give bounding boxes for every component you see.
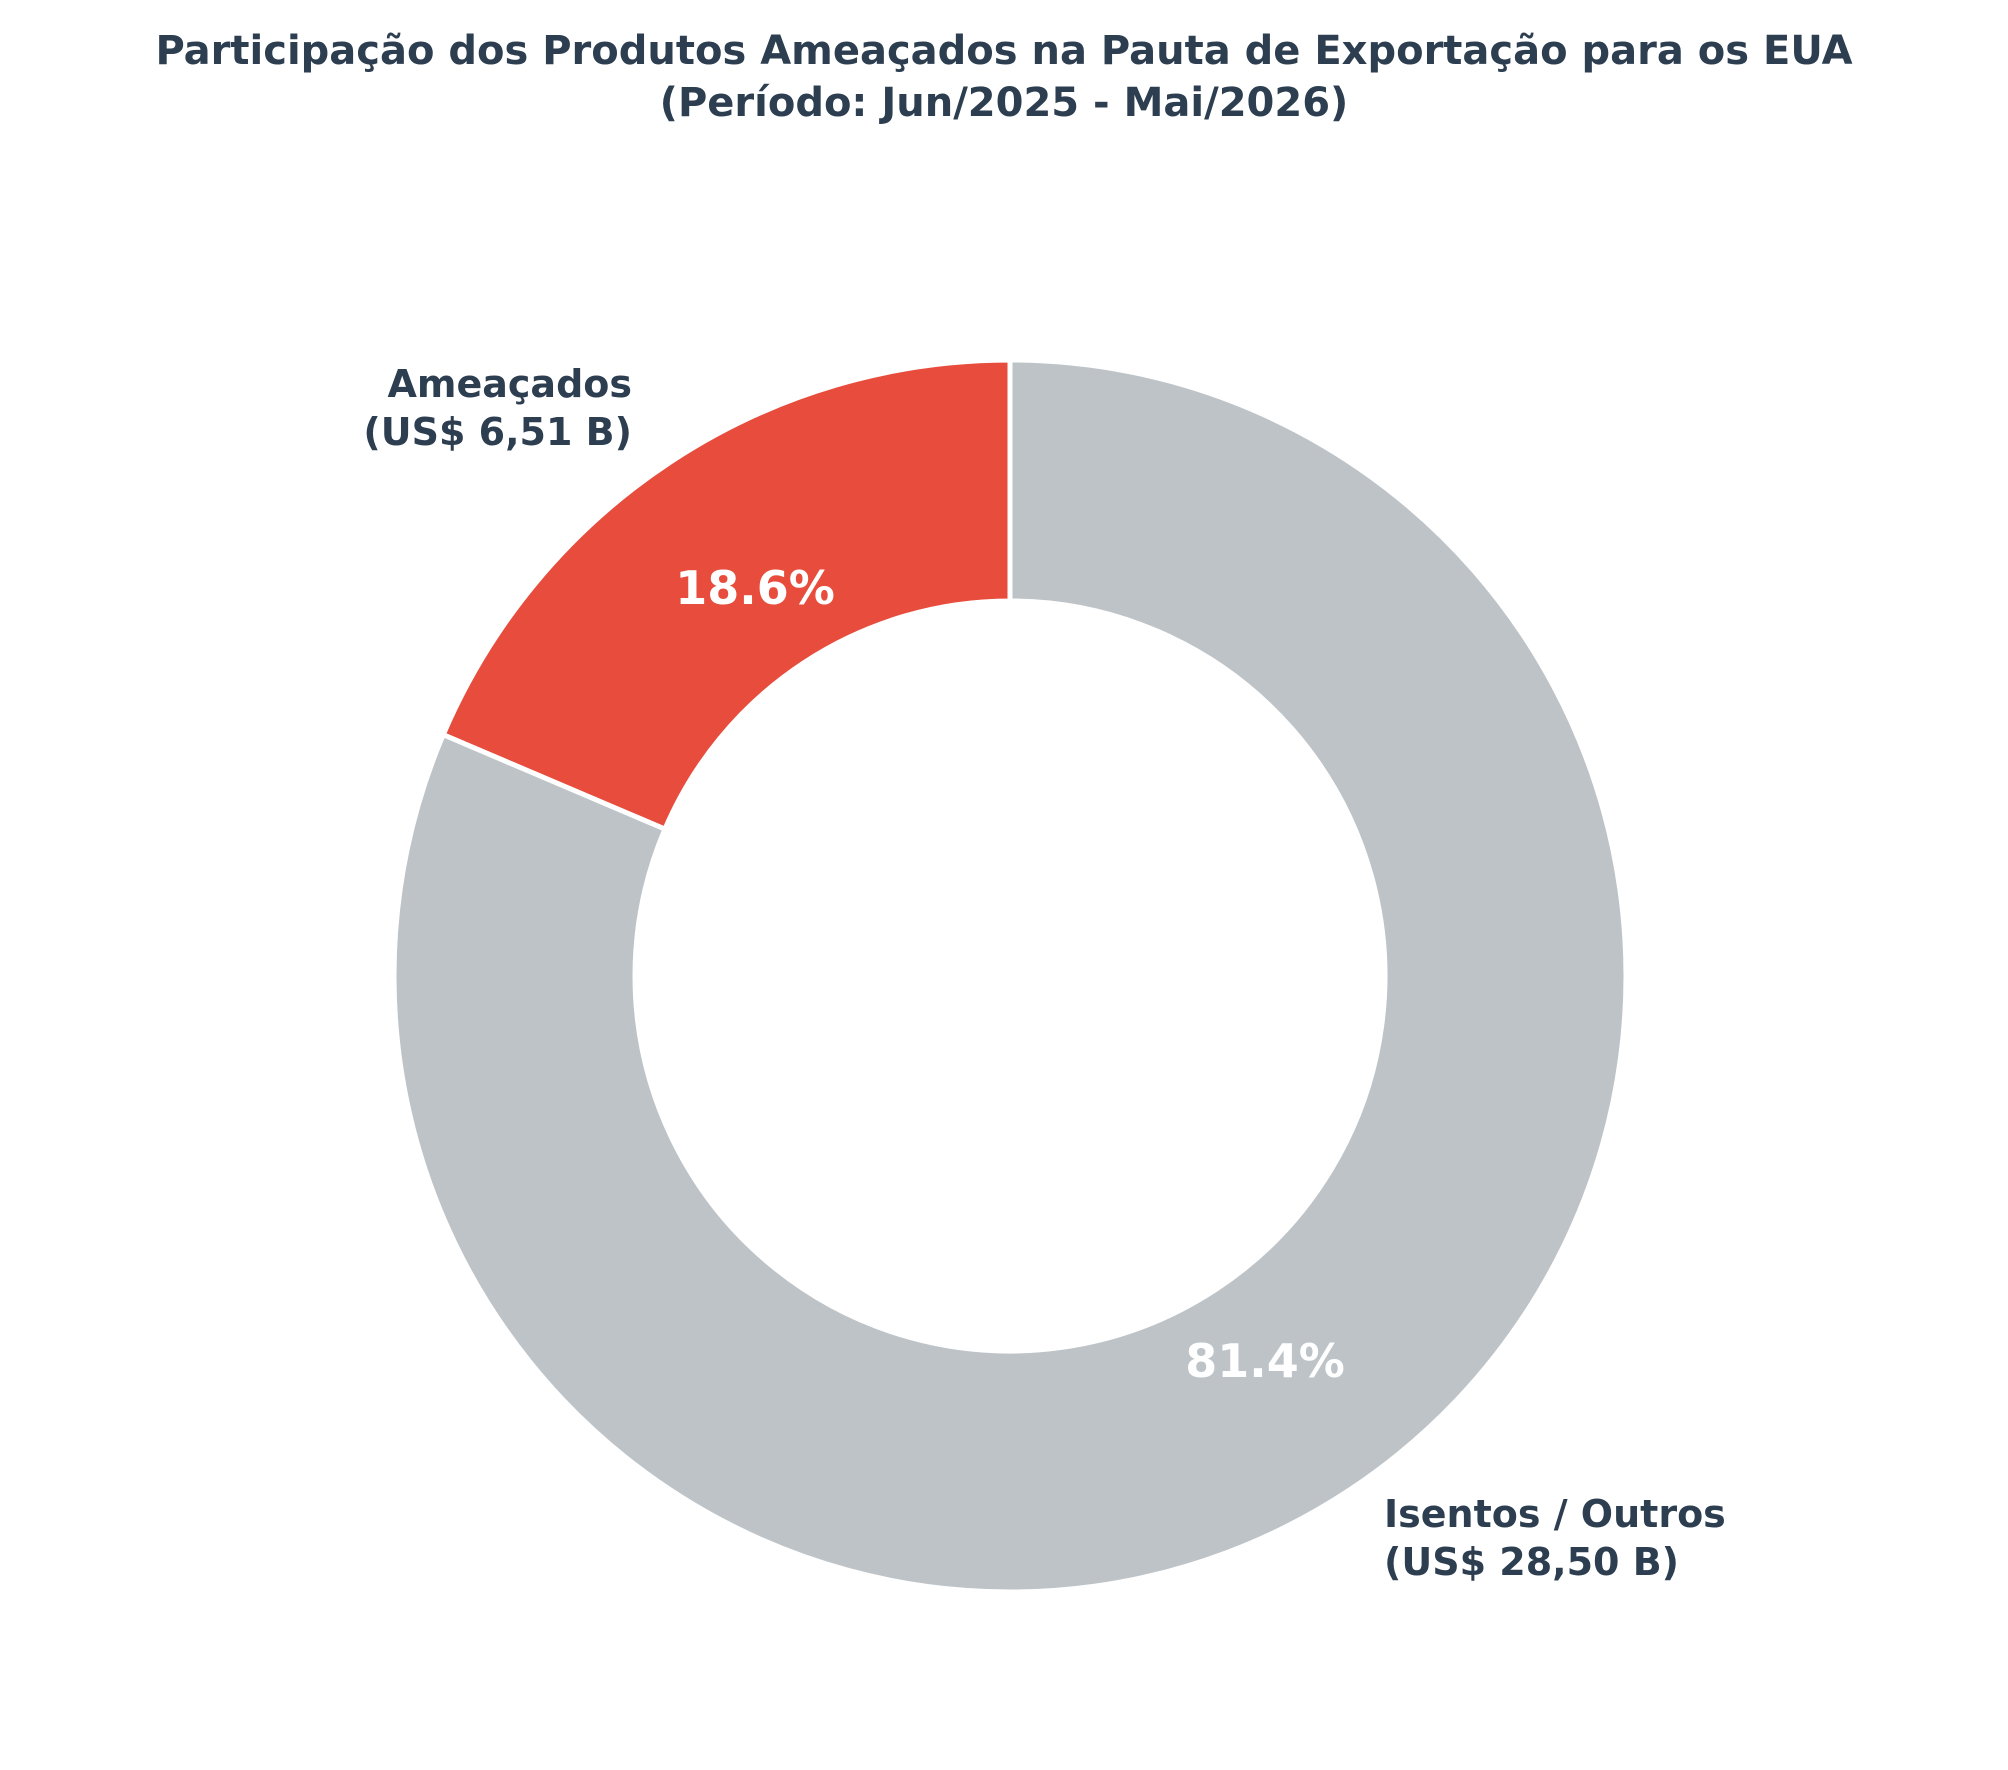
slice-percent-ameacados: 18.6%	[675, 561, 835, 615]
slice-value-label-isentos: (US$ 28,50 B)	[1384, 1540, 1679, 1584]
donut-slice-isentos	[391, 357, 1629, 1595]
slice-label-ameacados: Ameaçados	[387, 362, 632, 406]
slice-percent-isentos: 81.4%	[1185, 1334, 1345, 1388]
chart-subtitle: (Período: Jun/2025 - Mai/2026)	[660, 80, 1349, 126]
donut-slice-ameacados	[439, 357, 1013, 833]
slice-value-label-ameacados: (US$ 6,51 B)	[363, 410, 632, 454]
donut-slices	[391, 357, 1629, 1595]
slice-label-isentos: Isentos / Outros	[1384, 1492, 1726, 1536]
chart-title: Participação dos Produtos Ameaçados na P…	[155, 28, 1852, 74]
